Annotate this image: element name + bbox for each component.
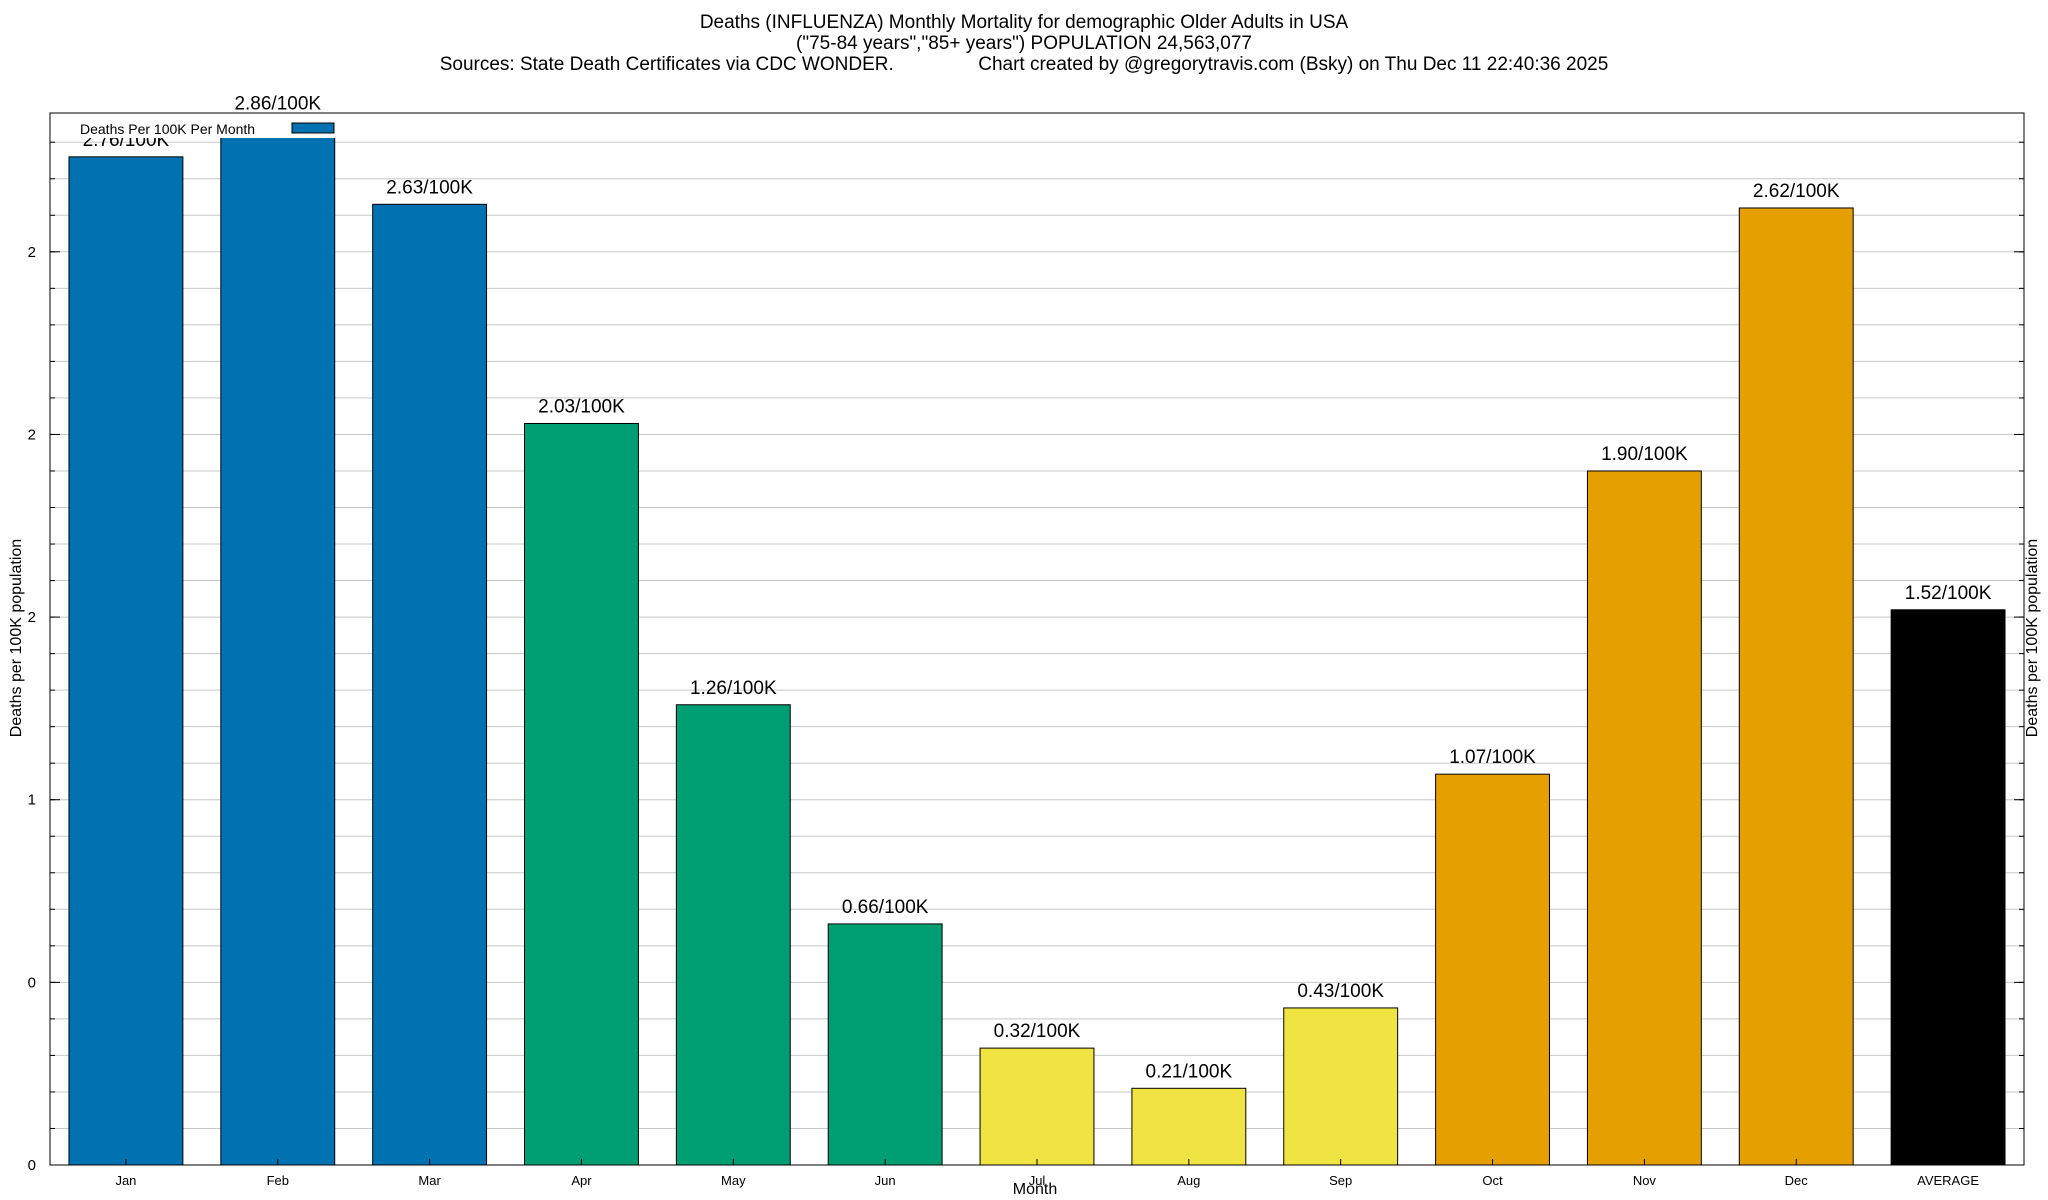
axes: 0 0 1 2 2 2 Jan Feb Mar Apr May Jun Jul Aug Sep Oct Nov D… xyxy=(28,112,2025,1188)
data-label: 1.90/100K xyxy=(1601,444,1688,465)
x-tick-label: Mar xyxy=(418,1173,441,1188)
data-label: 2.63/100K xyxy=(386,177,473,198)
bar-jul xyxy=(979,1047,1095,1166)
chart-subtitle: ("75-84 years","85+ years") POPULATION 2… xyxy=(796,33,1252,54)
data-label: 0.21/100K xyxy=(1146,1061,1233,1082)
plot-border xyxy=(49,112,2025,1166)
x-tick-label: Oct xyxy=(1482,1173,1503,1188)
x-tick-label: May xyxy=(721,1173,746,1188)
y-tick-label: 2 xyxy=(28,426,36,443)
bar-may xyxy=(675,704,791,1166)
bars xyxy=(68,119,2006,1166)
bar-average xyxy=(1890,609,2006,1166)
x-tick-label: AVERAGE xyxy=(1917,1173,1979,1188)
data-label: 2.86/100K xyxy=(234,93,321,114)
bar-feb xyxy=(220,119,336,1166)
y-tick-label: 1 xyxy=(28,792,36,809)
x-tick-label: Nov xyxy=(1633,1173,1657,1188)
data-label: 0.43/100K xyxy=(1297,981,1384,1002)
chart-header: Deaths (INFLUENZA) Monthly Mortality for… xyxy=(0,12,2048,75)
bar-apr xyxy=(524,422,639,1166)
legend: Deaths Per 100K Per Month xyxy=(62,118,342,138)
chart-sources: Sources: State Death Certificates via CD… xyxy=(439,54,894,75)
data-label: 1.26/100K xyxy=(690,678,777,699)
y-axis-title: Deaths per 100K population xyxy=(8,539,25,737)
y-tick-label: 0 xyxy=(28,974,36,991)
data-label: 0.32/100K xyxy=(994,1021,1081,1042)
legend-swatch xyxy=(291,122,335,134)
x-tick-label: Apr xyxy=(571,1173,592,1188)
x-tick-label: Dec xyxy=(1785,1173,1809,1188)
x-tick-label: Feb xyxy=(267,1173,289,1188)
gridlines xyxy=(50,141,2024,1166)
data-label: 1.52/100K xyxy=(1905,583,1992,604)
bar-dec xyxy=(1738,207,1854,1166)
bar-oct xyxy=(1435,773,1550,1166)
y-tick-label: 2 xyxy=(28,244,36,261)
data-label: 1.07/100K xyxy=(1449,747,1536,768)
x-tick-label: Aug xyxy=(1177,1173,1200,1188)
bar-mar xyxy=(372,203,488,1166)
legend-label: Deaths Per 100K Per Month xyxy=(80,121,255,137)
chart-source-line: Sources: State Death Certificates via CD… xyxy=(0,54,2048,75)
chart-credit: Chart created by @gregorytravis.com (Bsk… xyxy=(978,54,1609,75)
x-tick-label: Sep xyxy=(1329,1173,1352,1188)
bar-jan xyxy=(68,156,184,1166)
y2-axis-title: Deaths per 100K population xyxy=(2024,539,2041,737)
bar-jun xyxy=(827,923,943,1166)
bar-sep xyxy=(1283,1007,1399,1166)
y-tick-label: 0 xyxy=(28,1157,36,1174)
bar-aug xyxy=(1131,1087,1247,1166)
x-axis-title: Month xyxy=(1013,1181,1057,1198)
x-tick-label: Jan xyxy=(115,1173,136,1188)
x-tick-label: Jun xyxy=(875,1173,896,1188)
y-tick-label: 2 xyxy=(28,609,36,626)
data-label: 2.62/100K xyxy=(1753,181,1840,202)
legend-box xyxy=(62,118,342,138)
x-tick-label: Jul xyxy=(1029,1173,1046,1188)
data-label: 2.03/100K xyxy=(538,396,625,417)
data-labels: 2.76/100K2.86/100K2.63/100K2.03/100K1.26… xyxy=(83,93,1992,1082)
chart-title: Deaths (INFLUENZA) Monthly Mortality for… xyxy=(699,12,1349,33)
bar-nov xyxy=(1586,470,1702,1166)
data-label: 0.66/100K xyxy=(842,897,929,918)
